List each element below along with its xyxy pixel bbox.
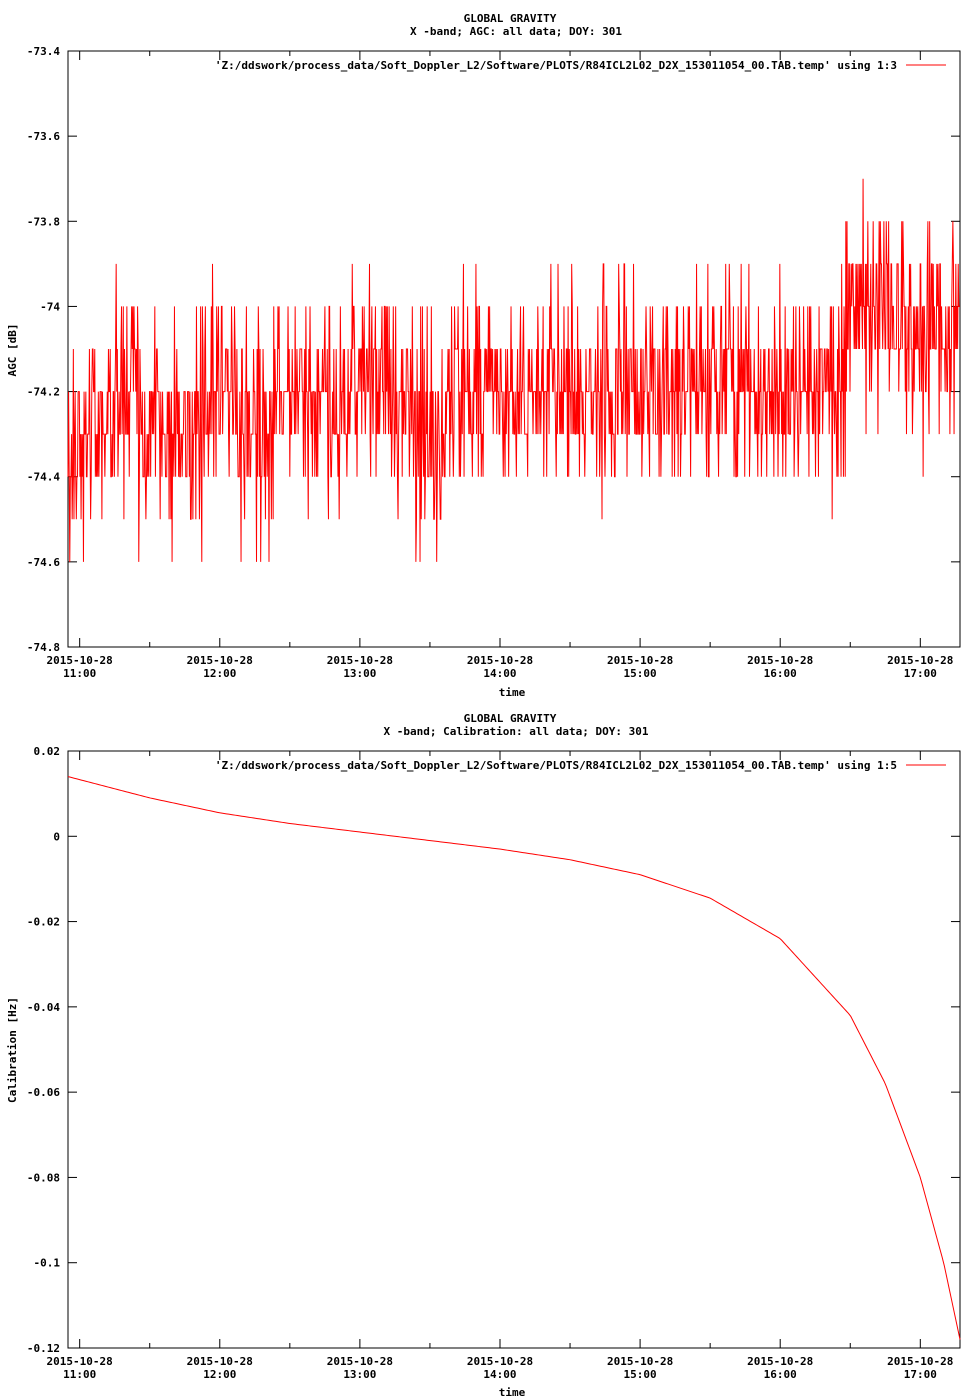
y-tick-label: -74.4 [27, 471, 60, 484]
x-tick-label: 2015-10-28 [607, 654, 673, 667]
chart-title: GLOBAL GRAVITY [464, 12, 557, 25]
y-tick-label: -74.2 [27, 386, 60, 399]
x-tick-label: 2015-10-28 [187, 1355, 253, 1368]
y-tick-label: 0.02 [34, 745, 61, 758]
plot-frame [67, 750, 961, 1349]
x-tick-label: 15:00 [624, 1368, 657, 1381]
x-tick-label: 12:00 [203, 667, 236, 680]
x-tick-label: 13:00 [343, 667, 376, 680]
x-tick-label: 2015-10-28 [47, 1355, 113, 1368]
series-line [67, 178, 960, 562]
x-tick-label: 15:00 [624, 667, 657, 680]
y-tick-label: -73.4 [27, 45, 60, 58]
x-tick-label: 12:00 [203, 1368, 236, 1381]
chart-subtitle: X -band; Calibration: all data; DOY: 301 [384, 725, 649, 738]
x-tick-label: 2015-10-28 [747, 1355, 813, 1368]
legend-label: 'Z:/ddswork/process_data/Soft_Doppler_L2… [215, 59, 897, 72]
x-tick-label: 2015-10-28 [47, 654, 113, 667]
x-tick-label: 16:00 [764, 1368, 797, 1381]
calibration-plot: GLOBAL GRAVITY X -band; Calibration: all… [6, 712, 961, 1399]
x-tick-label: 14:00 [483, 667, 516, 680]
x-tick-label: 11:00 [63, 667, 96, 680]
y-tick-label: -0.06 [27, 1086, 60, 1099]
y-tick-label: -74.6 [27, 556, 60, 569]
x-tick-label: 2015-10-28 [467, 654, 533, 667]
x-tick-label: 13:00 [343, 1368, 376, 1381]
series-line [67, 776, 961, 1340]
x-tick-label: 2015-10-28 [467, 1355, 533, 1368]
y-axis-label: Calibration [Hz] [6, 997, 19, 1103]
y-tick-label: -0.04 [27, 1001, 60, 1014]
x-tick-label: 2015-10-28 [887, 1355, 953, 1368]
plot-frame [67, 50, 961, 648]
chart-title: GLOBAL GRAVITY [464, 712, 557, 725]
x-tick-label: 17:00 [904, 667, 937, 680]
y-axis-label: AGC [dB] [6, 324, 19, 377]
y-tick-label: -0.08 [27, 1171, 60, 1184]
legend-label: 'Z:/ddswork/process_data/Soft_Doppler_L2… [215, 759, 897, 772]
x-tick-label: 2015-10-28 [887, 654, 953, 667]
x-tick-label: 16:00 [764, 667, 797, 680]
x-axis-label: time [499, 686, 526, 699]
y-tick-label: -73.8 [27, 215, 60, 228]
x-axis-label: time [499, 1386, 526, 1399]
y-tick-label: -74.8 [27, 641, 60, 654]
x-tick-label: 2015-10-28 [187, 654, 253, 667]
x-tick-label: 17:00 [904, 1368, 937, 1381]
y-tick-label: -0.1 [34, 1257, 61, 1270]
y-tick-label: -73.6 [27, 130, 60, 143]
x-tick-label: 2015-10-28 [327, 654, 393, 667]
agc-plot: GLOBAL GRAVITY X -band; AGC: all data; D… [6, 12, 961, 699]
x-tick-label: 2015-10-28 [747, 654, 813, 667]
x-tick-label: 11:00 [63, 1368, 96, 1381]
y-tick-label: 0 [53, 830, 60, 843]
y-tick-label: -0.02 [27, 916, 60, 929]
y-tick-label: -0.12 [27, 1342, 60, 1355]
x-tick-label: 2015-10-28 [327, 1355, 393, 1368]
y-tick-label: -74 [40, 300, 60, 313]
chart-subtitle: X -band; AGC: all data; DOY: 301 [410, 25, 622, 38]
x-tick-label: 2015-10-28 [607, 1355, 673, 1368]
x-tick-label: 14:00 [483, 1368, 516, 1381]
